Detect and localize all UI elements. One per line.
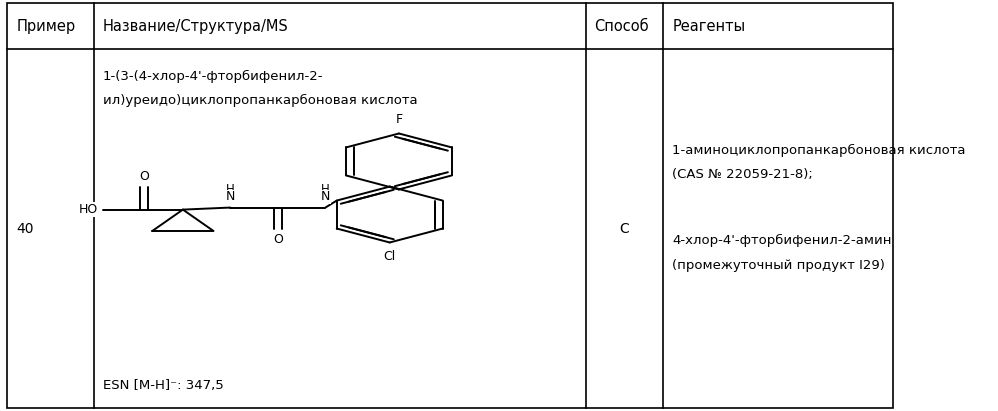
Text: ил)уреидо)циклопропанкарбоновая кислота: ил)уреидо)циклопропанкарбоновая кислота: [103, 94, 417, 107]
Text: ESN [M-H]⁻: 347,5: ESN [M-H]⁻: 347,5: [103, 379, 224, 392]
Text: Способ: Способ: [595, 19, 649, 34]
Text: 4-хлор-4'-фторбифенил-2-амин: 4-хлор-4'-фторбифенил-2-амин: [673, 234, 892, 247]
Text: Cl: Cl: [383, 250, 396, 263]
Text: (промежуточный продукт I29): (промежуточный продукт I29): [673, 259, 885, 272]
Text: O: O: [139, 170, 149, 183]
Text: N: N: [320, 190, 330, 203]
Text: (CAS № 22059-21-8);: (CAS № 22059-21-8);: [673, 168, 813, 181]
Text: 1-(3-(4-хлор-4'-фторбифенил-2-: 1-(3-(4-хлор-4'-фторбифенил-2-: [103, 69, 323, 83]
Text: N: N: [226, 190, 236, 203]
Text: HO: HO: [79, 203, 99, 216]
Text: H: H: [321, 183, 330, 196]
Text: Название/Структура/MS: Название/Структура/MS: [103, 19, 288, 34]
Text: F: F: [395, 113, 402, 126]
Text: Пример: Пример: [16, 19, 75, 34]
Text: C: C: [620, 222, 630, 236]
Text: H: H: [226, 183, 235, 196]
Text: O: O: [273, 233, 282, 246]
Text: 1-аминоциклопропанкарбоновая кислота: 1-аминоциклопропанкарбоновая кислота: [673, 143, 966, 157]
Text: 40: 40: [16, 222, 34, 236]
Text: Реагенты: Реагенты: [673, 19, 746, 34]
